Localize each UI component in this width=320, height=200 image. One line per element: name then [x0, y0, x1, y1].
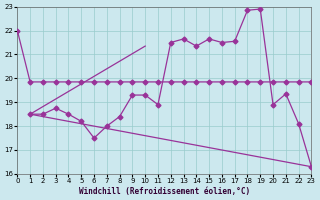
X-axis label: Windchill (Refroidissement éolien,°C): Windchill (Refroidissement éolien,°C)	[79, 187, 250, 196]
